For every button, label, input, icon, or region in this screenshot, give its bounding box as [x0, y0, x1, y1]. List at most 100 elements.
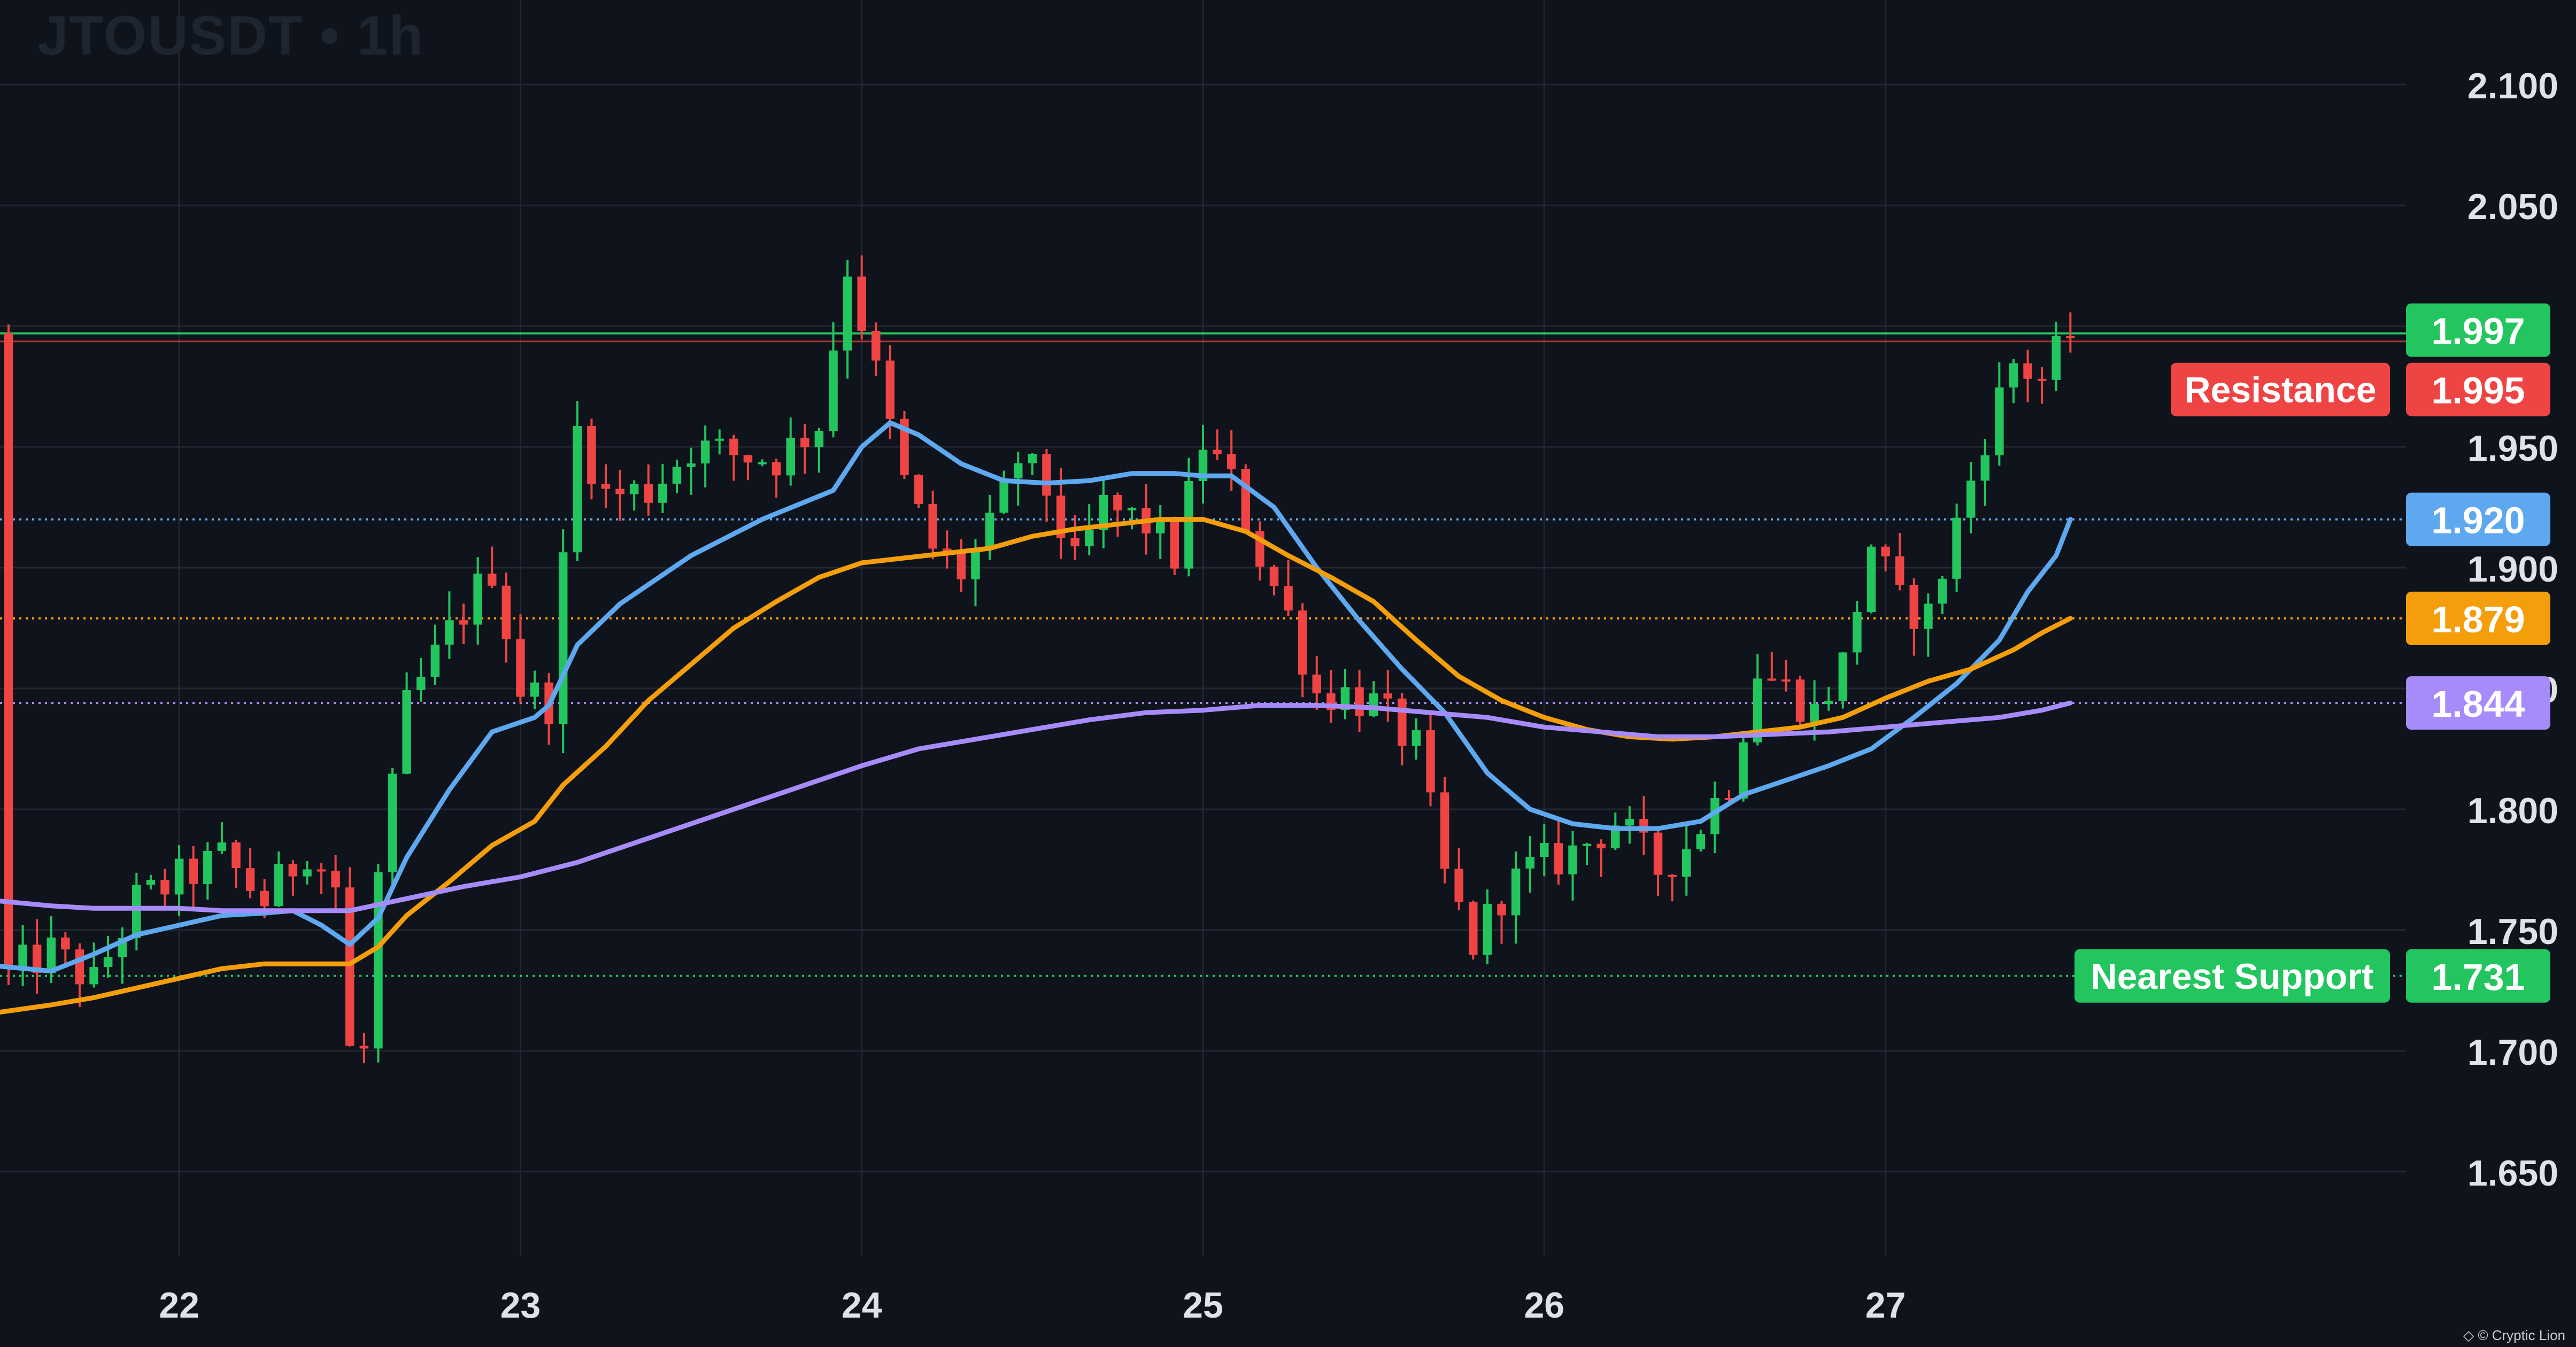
symbol-watermark: JTOUSDT • 1h	[37, 4, 424, 68]
candle-body	[1298, 610, 1307, 675]
price-tag-value: 1.844	[2431, 683, 2525, 725]
candle-body	[1284, 586, 1293, 611]
candle-body	[1838, 652, 1848, 701]
price-tag-value: 1.879	[2431, 599, 2525, 640]
price-tag-box	[2406, 362, 2550, 416]
candle-body	[758, 462, 767, 465]
candle-body	[1853, 612, 1862, 653]
candle-body	[1440, 792, 1449, 869]
candle-body	[558, 552, 568, 725]
candle-body	[1767, 678, 1777, 681]
candle-body	[32, 945, 42, 973]
candle-body	[1070, 538, 1079, 547]
candle-body	[2051, 336, 2061, 380]
candle-body	[1525, 857, 1534, 869]
candle-body	[416, 677, 426, 691]
interval-text: 1h	[357, 5, 425, 67]
candle-body	[629, 484, 639, 494]
price-tag-value: 1.731	[2431, 956, 2525, 998]
candle-body	[388, 773, 397, 872]
candle-body	[2023, 363, 2032, 379]
candle-body	[1127, 508, 1137, 510]
candle-body	[2009, 363, 2018, 388]
candle-body	[772, 462, 781, 476]
price-tag-box	[2406, 303, 2550, 357]
candle-body	[47, 937, 56, 973]
candle-body	[203, 850, 212, 884]
candle-body	[1668, 874, 1677, 877]
candle-body	[1426, 730, 1435, 793]
candle-body	[288, 864, 298, 877]
candle-body	[1369, 693, 1378, 716]
candle-body	[1170, 520, 1179, 569]
candle-body	[459, 620, 468, 625]
candle-body	[1824, 701, 1833, 705]
price-tag-value: 1.997	[2431, 311, 2525, 352]
candle-body	[1653, 832, 1663, 875]
candle-body	[644, 484, 653, 503]
candle-body	[89, 967, 98, 985]
candle-body	[1014, 463, 1023, 479]
x-tick-label: 22	[159, 1285, 199, 1326]
y-tick-label: 1.750	[2467, 911, 2558, 952]
candle-body	[1213, 450, 1222, 454]
candle-body	[2037, 378, 2047, 381]
candle-body	[1867, 546, 1876, 613]
candle-body	[1625, 819, 1634, 826]
candle-body	[687, 463, 696, 467]
candle-body	[1184, 481, 1193, 569]
candle-body	[829, 350, 838, 431]
candle-body	[700, 440, 710, 464]
candle-body	[800, 437, 809, 447]
price-axis[interactable]: 2.1002.0501.9501.9001.8501.8001.7501.700…	[2467, 66, 2558, 1194]
candle-body	[516, 639, 525, 697]
candle-body	[1269, 567, 1279, 586]
x-tick-label: 24	[842, 1285, 882, 1326]
candle-body	[1028, 454, 1037, 463]
candle-body	[317, 869, 326, 872]
candle-body	[75, 949, 84, 985]
candle-body	[1952, 517, 1961, 579]
candle-body	[1155, 520, 1165, 533]
candle-body	[217, 842, 227, 851]
price-tag-value: 1.920	[2431, 500, 2525, 541]
candle-body	[1724, 798, 1734, 801]
candle-body	[1909, 585, 1919, 629]
candle-body	[729, 438, 738, 455]
candle-body	[402, 690, 411, 774]
price-level-lines	[0, 332, 2406, 977]
candle-body	[943, 548, 952, 552]
candle-body	[1241, 469, 1251, 531]
candle-body	[1966, 481, 1976, 518]
candle-body	[1596, 843, 1606, 849]
time-axis[interactable]: 22 23 24 25 26 27	[159, 1285, 1906, 1326]
candle-body	[1881, 546, 1890, 556]
candle-body	[1582, 843, 1592, 846]
candle-body	[1383, 693, 1392, 699]
candle-body	[1398, 698, 1407, 746]
candle-body	[146, 880, 156, 885]
candle-body	[1682, 849, 1691, 877]
candle-body	[274, 864, 283, 907]
candle-body	[1084, 530, 1094, 547]
candle-body	[672, 467, 682, 484]
candle-body	[232, 842, 241, 869]
x-tick-label: 25	[1183, 1285, 1223, 1326]
candle-body	[303, 869, 312, 877]
candle-body	[1995, 387, 2004, 455]
y-tick-label: 1.900	[2467, 549, 2558, 590]
candle-body	[1795, 679, 1805, 722]
candle-body	[1980, 455, 1990, 481]
candle-body	[999, 478, 1008, 513]
candle-body	[1696, 834, 1706, 849]
candle-body	[487, 574, 497, 586]
candle-body	[1099, 494, 1108, 530]
y-tick-label: 1.700	[2467, 1032, 2558, 1073]
candle-body	[715, 438, 724, 441]
candle-body	[1511, 868, 1521, 916]
candle-body	[1227, 454, 1236, 469]
candle-body	[132, 885, 141, 938]
candle-body	[374, 872, 383, 1049]
candle-body	[1412, 730, 1421, 746]
